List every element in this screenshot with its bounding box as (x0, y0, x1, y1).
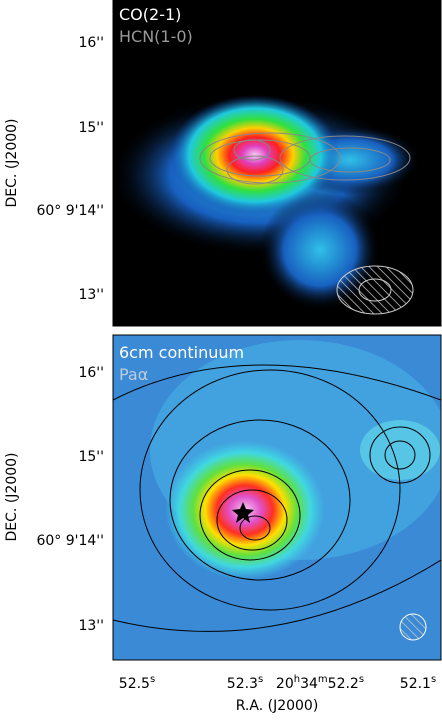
y-tick-label: 60° 9'14'' (36, 533, 104, 549)
y-tick-label: 16'' (78, 35, 104, 51)
x-tick-label: 20h34m52.2s (276, 674, 364, 692)
y-axis-title: DEC. (J2000) (4, 453, 20, 542)
panel-label: 6cm continuum (119, 343, 244, 362)
y-tick-label: 60° 9'14'' (36, 203, 104, 219)
panel-label: HCN(1-0) (119, 27, 193, 46)
panel-label: Paα (119, 365, 148, 384)
y-tick-label: 15'' (78, 449, 104, 465)
top-image (113, 0, 441, 326)
y-axis-title: DEC. (J2000) (4, 119, 20, 208)
x-tick-label: 52.3s (227, 674, 263, 692)
panel-label: CO(2-1) (119, 5, 181, 24)
y-tick-label: 13'' (78, 287, 104, 303)
x-axis-title: R.A. (J2000) (236, 698, 319, 714)
x-tick-label: 52.5s (119, 674, 155, 692)
y-tick-label: 15'' (78, 120, 104, 136)
y-tick-label: 16'' (78, 365, 104, 381)
y-tick-label: 13'' (78, 618, 104, 634)
bottom-image (113, 335, 441, 660)
x-tick-label: 52.1s (400, 674, 436, 692)
